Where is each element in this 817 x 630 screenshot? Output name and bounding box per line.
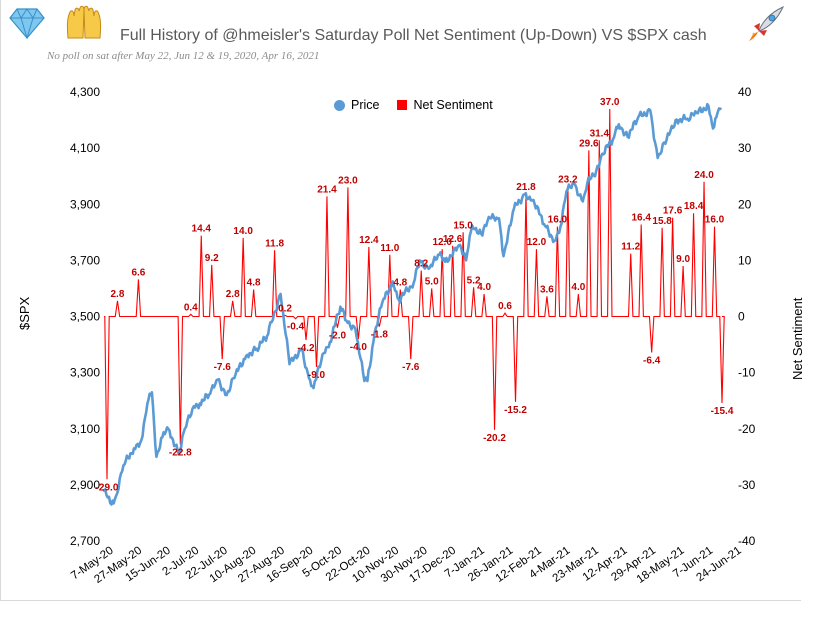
sentiment-data-label: 11.8 — [265, 238, 284, 249]
left-tick-label: 4,100 — [70, 141, 100, 155]
sentiment-data-label: 14.4 — [192, 224, 212, 235]
sentiment-data-label: 2.8 — [111, 289, 125, 300]
sentiment-data-label: -0.4 — [287, 322, 305, 333]
sentiment-data-label: 12.6 — [443, 234, 463, 245]
sentiment-data-label: 6.6 — [131, 267, 145, 278]
sentiment-data-label: 14.0 — [233, 226, 253, 237]
left-tick-label: 2,700 — [70, 534, 100, 548]
legend-item-price: Price — [334, 98, 379, 112]
left-tick-label: 3,900 — [70, 197, 100, 211]
legend: Price Net Sentiment — [334, 98, 505, 112]
right-tick-label: 40 — [738, 85, 752, 99]
sentiment-data-label: 16.0 — [548, 215, 568, 226]
sentiment-data-label: 21.4 — [317, 184, 337, 195]
left-tick-label: 3,300 — [70, 366, 100, 380]
sentiment-data-label: 17.6 — [663, 206, 683, 217]
price-line — [102, 102, 722, 506]
left-tick-label: 4,300 — [70, 85, 100, 99]
sentiment-data-label: -22.8 — [169, 447, 192, 458]
legend-price-marker — [334, 99, 345, 111]
left-tick-label: 3,700 — [70, 253, 100, 267]
right-tick-label: -10 — [738, 366, 756, 380]
sentiment-data-label: -2.0 — [329, 331, 347, 342]
sentiment-data-label: 12.0 — [432, 237, 452, 248]
sentiment-data-label: -4.2 — [297, 343, 315, 354]
sentiment-data-label: 23.2 — [558, 174, 578, 185]
sentiment-data-label: 18.4 — [684, 201, 704, 212]
chart-title: Full History of @hmeisler's Saturday Pol… — [120, 27, 707, 44]
right-tick-label: -40 — [738, 534, 756, 548]
right-tick-label: -30 — [738, 478, 756, 492]
sentiment-data-label: 2.8 — [226, 289, 240, 300]
sentiment-data-label: 16.0 — [705, 215, 725, 226]
left-tick-label: 3,100 — [70, 422, 100, 436]
sentiment-data-label: 4.8 — [393, 278, 407, 289]
sentiment-data-label: 11.2 — [621, 242, 640, 253]
sentiment-data-label: 5.0 — [425, 276, 439, 287]
sentiment-data-label: 5.2 — [467, 275, 481, 286]
right-tick-label: 10 — [738, 253, 752, 267]
sentiment-data-label: 0.2 — [278, 303, 292, 314]
sentiment-data-label: -4.0 — [350, 342, 368, 353]
sentiment-data-label: 15.0 — [453, 220, 473, 231]
sentiment-data-label: 16.4 — [631, 212, 651, 223]
sentiment-data-label: 0.4 — [184, 302, 198, 313]
sentiment-data-label: 11.0 — [380, 243, 399, 254]
sentiment-line — [104, 108, 725, 480]
sentiment-data-label: 9.0 — [676, 254, 690, 265]
sentiment-data-label: -7.6 — [214, 362, 232, 373]
right-tick-label: -20 — [738, 422, 756, 436]
legend-price-label: Price — [351, 98, 380, 112]
sentiment-data-label: 24.0 — [694, 170, 714, 181]
sentiment-data-label: -7.6 — [402, 362, 420, 373]
sentiment-data-label: 8.2 — [414, 258, 428, 269]
sentiment-data-label: 31.4 — [590, 128, 610, 139]
diamond-icon — [5, 3, 49, 43]
sentiment-data-label: 4.0 — [571, 282, 585, 293]
left-tick-label: 2,900 — [70, 478, 100, 492]
sentiment-data-label: 12.0 — [527, 237, 547, 248]
sentiment-data-label: 3.6 — [540, 284, 554, 295]
right-tick-label: 20 — [738, 197, 752, 211]
sentiment-data-label: 15.8 — [652, 216, 672, 227]
sentiment-data-label: -15.4 — [711, 406, 734, 417]
legend-item-sentiment: Net Sentiment — [397, 98, 493, 112]
chart-subtitle: No poll on sat after May 22, Jun 12 & 19… — [47, 50, 320, 62]
rocket-icon — [743, 3, 789, 45]
sentiment-data-label: 9.2 — [205, 253, 219, 264]
sentiment-data-label: -6.4 — [643, 355, 661, 366]
sentiment-data-label: -29.0 — [96, 482, 119, 493]
right-tick-label: 0 — [738, 310, 745, 324]
sentiment-data-label: -15.2 — [504, 405, 527, 416]
sentiment-data-label: 4.0 — [477, 282, 491, 293]
sentiment-data-label: -9.0 — [308, 370, 326, 381]
legend-sentiment-label: Net Sentiment — [413, 98, 493, 112]
legend-sentiment-marker — [397, 100, 408, 110]
sentiment-data-label: 23.0 — [338, 175, 358, 186]
sentiment-data-label: 29.6 — [579, 138, 599, 149]
sentiment-data-label: 12.4 — [359, 235, 379, 246]
sentiment-data-label: 21.8 — [516, 182, 536, 193]
right-tick-label: 30 — [738, 141, 752, 155]
sentiment-data-label: -20.2 — [483, 433, 506, 444]
raised-hands-icon — [62, 2, 106, 44]
sentiment-data-label: 0.6 — [498, 301, 512, 312]
left-tick-label: 3,500 — [70, 310, 100, 324]
sentiment-data-label: 4.8 — [247, 278, 261, 289]
sentiment-data-label: 37.0 — [600, 97, 620, 108]
sentiment-data-label: -1.8 — [371, 330, 389, 341]
